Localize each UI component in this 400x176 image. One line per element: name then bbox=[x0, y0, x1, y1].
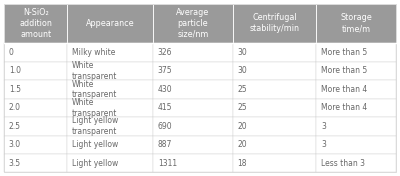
Bar bbox=[4, 117, 67, 136]
Bar bbox=[153, 43, 233, 62]
Text: 20: 20 bbox=[238, 140, 247, 149]
Bar bbox=[233, 136, 316, 154]
Text: Appearance: Appearance bbox=[86, 19, 134, 28]
Bar bbox=[153, 80, 233, 99]
Text: 3: 3 bbox=[321, 122, 326, 131]
Bar bbox=[4, 136, 67, 154]
Text: 3: 3 bbox=[321, 140, 326, 149]
Bar bbox=[316, 136, 396, 154]
Text: More than 4: More than 4 bbox=[321, 85, 368, 94]
Text: 3.0: 3.0 bbox=[9, 140, 21, 149]
Bar bbox=[67, 136, 153, 154]
Bar bbox=[316, 154, 396, 172]
Bar bbox=[67, 154, 153, 172]
Text: 375: 375 bbox=[158, 66, 172, 76]
Bar bbox=[153, 99, 233, 117]
Bar bbox=[316, 99, 396, 117]
Text: Light yellow: Light yellow bbox=[72, 140, 118, 149]
Bar bbox=[4, 99, 67, 117]
Text: White
transparent: White transparent bbox=[72, 80, 118, 99]
Text: Less than 3: Less than 3 bbox=[321, 159, 365, 168]
Bar bbox=[67, 62, 153, 80]
Text: 2.5: 2.5 bbox=[9, 122, 21, 131]
Bar bbox=[153, 154, 233, 172]
Text: 30: 30 bbox=[238, 48, 247, 57]
Bar bbox=[4, 62, 67, 80]
Bar bbox=[153, 62, 233, 80]
Bar bbox=[153, 136, 233, 154]
Bar bbox=[233, 4, 316, 43]
Text: Light yellow
transparent: Light yellow transparent bbox=[72, 117, 118, 136]
Bar bbox=[316, 80, 396, 99]
Text: 430: 430 bbox=[158, 85, 172, 94]
Bar bbox=[67, 4, 153, 43]
Bar bbox=[233, 154, 316, 172]
Text: Milky white: Milky white bbox=[72, 48, 116, 57]
Text: Light yellow: Light yellow bbox=[72, 159, 118, 168]
Text: 1.0: 1.0 bbox=[9, 66, 21, 76]
Text: 1311: 1311 bbox=[158, 159, 177, 168]
Text: 30: 30 bbox=[238, 66, 247, 76]
Bar bbox=[316, 43, 396, 62]
Text: 326: 326 bbox=[158, 48, 172, 57]
Bar bbox=[67, 80, 153, 99]
Text: 887: 887 bbox=[158, 140, 172, 149]
Text: 25: 25 bbox=[238, 85, 247, 94]
Text: 1.5: 1.5 bbox=[9, 85, 21, 94]
Text: 25: 25 bbox=[238, 103, 247, 112]
Bar bbox=[233, 80, 316, 99]
Bar bbox=[4, 43, 67, 62]
Text: Average
particle
size/nm: Average particle size/nm bbox=[176, 8, 210, 39]
Text: 3.5: 3.5 bbox=[9, 159, 21, 168]
Bar bbox=[233, 43, 316, 62]
Text: 690: 690 bbox=[158, 122, 172, 131]
Text: More than 5: More than 5 bbox=[321, 48, 368, 57]
Bar bbox=[233, 117, 316, 136]
Bar bbox=[4, 154, 67, 172]
Text: 2.0: 2.0 bbox=[9, 103, 21, 112]
Bar bbox=[316, 4, 396, 43]
Text: 20: 20 bbox=[238, 122, 247, 131]
Text: More than 5: More than 5 bbox=[321, 66, 368, 76]
Text: Storage
time/m: Storage time/m bbox=[340, 14, 372, 33]
Text: 0: 0 bbox=[9, 48, 14, 57]
Bar bbox=[153, 117, 233, 136]
Text: N-SiO₂
addition
amount: N-SiO₂ addition amount bbox=[19, 8, 52, 39]
Bar bbox=[233, 99, 316, 117]
Bar bbox=[67, 43, 153, 62]
Bar bbox=[233, 62, 316, 80]
Text: 18: 18 bbox=[238, 159, 247, 168]
Text: White
transparent: White transparent bbox=[72, 61, 118, 81]
Text: White
transparent: White transparent bbox=[72, 98, 118, 118]
Text: 415: 415 bbox=[158, 103, 172, 112]
Bar bbox=[67, 99, 153, 117]
Text: More than 4: More than 4 bbox=[321, 103, 368, 112]
Bar bbox=[4, 4, 67, 43]
Text: Centrifugal
stability/min: Centrifugal stability/min bbox=[250, 14, 300, 33]
Bar bbox=[67, 117, 153, 136]
Bar bbox=[4, 80, 67, 99]
Bar bbox=[316, 117, 396, 136]
Bar bbox=[316, 62, 396, 80]
Bar bbox=[153, 4, 233, 43]
